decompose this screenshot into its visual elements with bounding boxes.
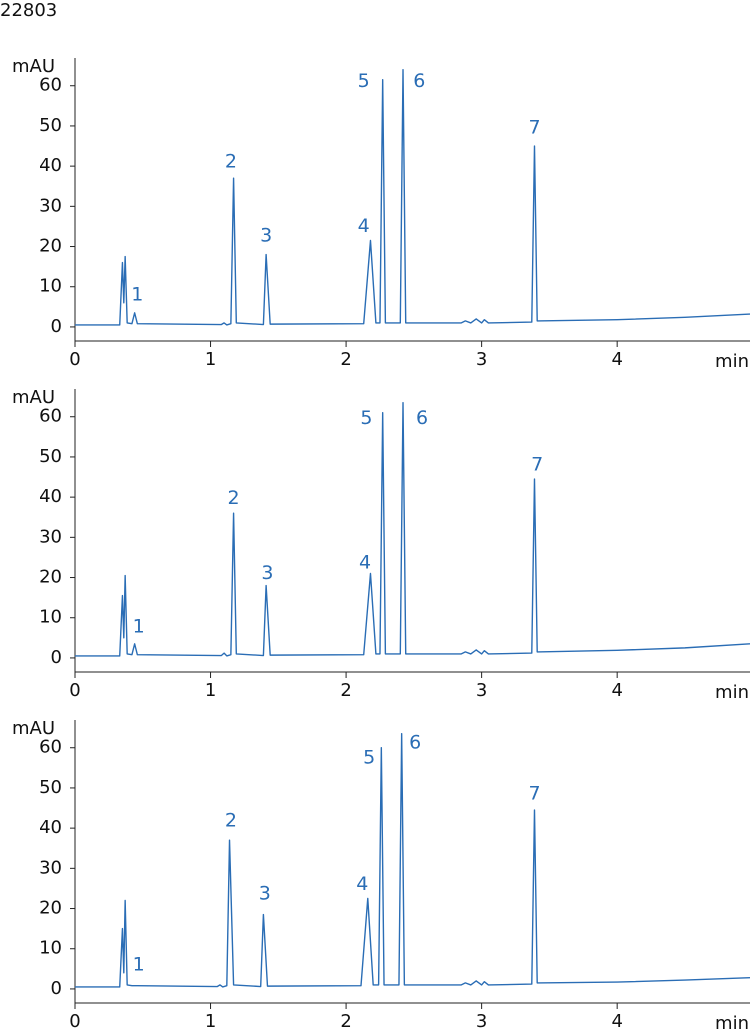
peak-label: 7 (531, 453, 543, 475)
peak-label: 2 (225, 151, 237, 173)
x-tick-label: 4 (611, 1011, 622, 1032)
x-tick-label: 3 (476, 1011, 487, 1032)
peak-label: 6 (416, 407, 428, 429)
peak-label: 5 (358, 70, 370, 92)
y-tick-label: 10 (39, 607, 62, 628)
y-tick-label: 50 (39, 446, 62, 467)
x-axis-label: min (715, 682, 749, 703)
y-tick-label: 0 (51, 647, 62, 668)
y-tick-label: 40 (39, 486, 62, 507)
y-tick-label: 0 (51, 978, 62, 999)
x-tick-label: 4 (611, 680, 622, 701)
peak-label: 6 (413, 70, 425, 92)
x-tick-label: 1 (205, 349, 216, 370)
y-tick-label: 20 (39, 898, 62, 919)
x-tick-label: 4 (611, 349, 622, 370)
peak-label: 5 (360, 407, 372, 429)
y-tick-label: 10 (39, 938, 62, 959)
x-axis-label: min (715, 351, 749, 372)
x-tick-label: 3 (476, 680, 487, 701)
y-axis-label: mAU (12, 56, 55, 77)
x-tick-label: 1 (205, 680, 216, 701)
peak-label: 3 (260, 225, 272, 247)
x-tick-label: 0 (69, 680, 80, 701)
peak-label: 1 (131, 283, 143, 305)
peak-label: 7 (528, 782, 540, 804)
peak-label: 3 (261, 562, 273, 584)
x-axis-label: min (715, 1013, 749, 1032)
y-tick-label: 30 (39, 195, 62, 216)
y-tick-label: 20 (39, 236, 62, 257)
peak-label: 4 (356, 873, 368, 895)
y-axis-label: mAU (12, 387, 55, 408)
y-tick-label: 50 (39, 115, 62, 136)
peak-label: 6 (409, 731, 421, 753)
x-tick-label: 3 (476, 349, 487, 370)
y-tick-label: 40 (39, 155, 62, 176)
peak-label: 5 (363, 746, 375, 768)
y-axis-label: mAU (12, 718, 55, 739)
y-tick-label: 10 (39, 276, 62, 297)
peak-label: 2 (225, 809, 237, 831)
peak-label: 4 (359, 552, 371, 574)
y-tick-label: 50 (39, 777, 62, 798)
chromatogram-line (75, 732, 750, 988)
x-tick-label: 2 (340, 680, 351, 701)
peak-label: 1 (133, 615, 145, 637)
x-tick-label: 2 (340, 1011, 351, 1032)
x-tick-label: 0 (69, 349, 80, 370)
chromatogram-line (75, 401, 750, 657)
peak-label: 1 (133, 953, 145, 975)
figure-id: 22803 (0, 0, 57, 21)
x-tick-label: 1 (205, 1011, 216, 1032)
y-tick-label: 40 (39, 817, 62, 838)
y-tick-label: 60 (39, 75, 62, 96)
peak-label: 2 (228, 487, 240, 509)
y-tick-label: 30 (39, 857, 62, 878)
x-tick-label: 2 (340, 349, 351, 370)
x-tick-label: 0 (69, 1011, 80, 1032)
chromatogram-line (75, 68, 750, 326)
peak-label: 4 (358, 215, 370, 237)
peak-label: 3 (259, 883, 271, 905)
y-tick-label: 60 (39, 406, 62, 427)
y-tick-label: 30 (39, 526, 62, 547)
y-tick-label: 20 (39, 567, 62, 588)
y-tick-label: 60 (39, 737, 62, 758)
y-tick-label: 0 (51, 316, 62, 337)
peak-label: 7 (528, 116, 540, 138)
